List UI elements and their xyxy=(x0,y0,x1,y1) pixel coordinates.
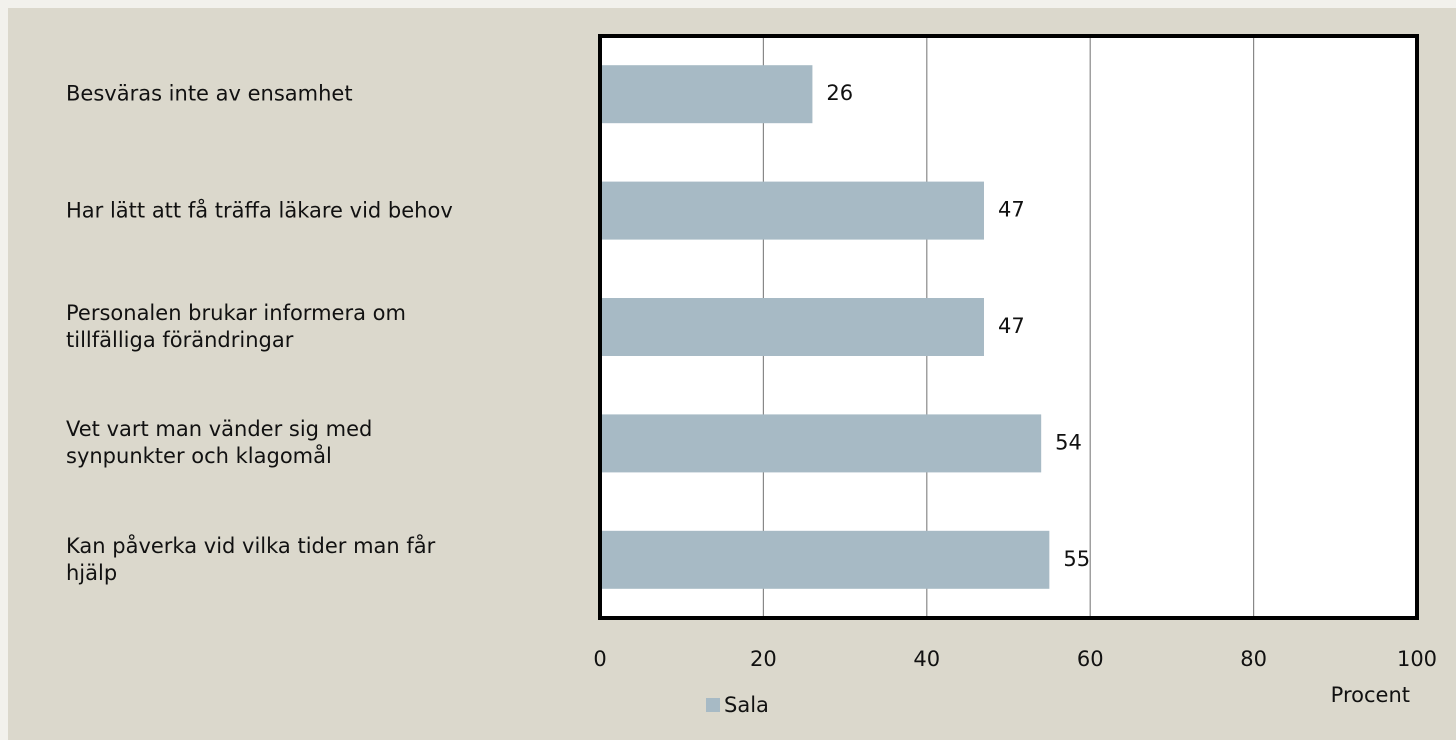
y-tick-label: Personalen brukar informera om tillfälli… xyxy=(66,301,406,352)
x-tick-label: 60 xyxy=(1077,647,1104,671)
plot-border xyxy=(598,34,1419,620)
x-tick-label: 20 xyxy=(750,647,777,671)
bar xyxy=(600,414,1042,473)
x-axis-label: Procent xyxy=(1331,683,1410,707)
value-label: 54 xyxy=(1055,430,1082,454)
value-label: 47 xyxy=(998,198,1025,222)
x-tick-label: 100 xyxy=(1397,647,1437,671)
bar xyxy=(600,181,984,240)
value-label: 55 xyxy=(1063,547,1090,571)
x-tick-label: 40 xyxy=(913,647,940,671)
x-tick-label: 0 xyxy=(593,647,606,671)
legend-label: Sala xyxy=(724,693,769,717)
legend-swatch xyxy=(706,698,720,712)
y-tick-label: Besväras inte av ensamhet xyxy=(66,81,353,106)
value-label: 47 xyxy=(998,314,1025,338)
y-tick-label: Har lätt att få träffa läkare vid behov xyxy=(66,198,453,223)
x-tick-label: 80 xyxy=(1240,647,1267,671)
bar xyxy=(600,65,813,124)
value-label: 26 xyxy=(826,81,853,105)
bar xyxy=(600,298,984,356)
y-tick-label: Vet vart man vänder sig med synpunkter o… xyxy=(66,417,373,469)
y-tick-label: Kan påverka vid vilka tider man får hjäl… xyxy=(66,533,436,585)
bar xyxy=(600,530,1050,589)
